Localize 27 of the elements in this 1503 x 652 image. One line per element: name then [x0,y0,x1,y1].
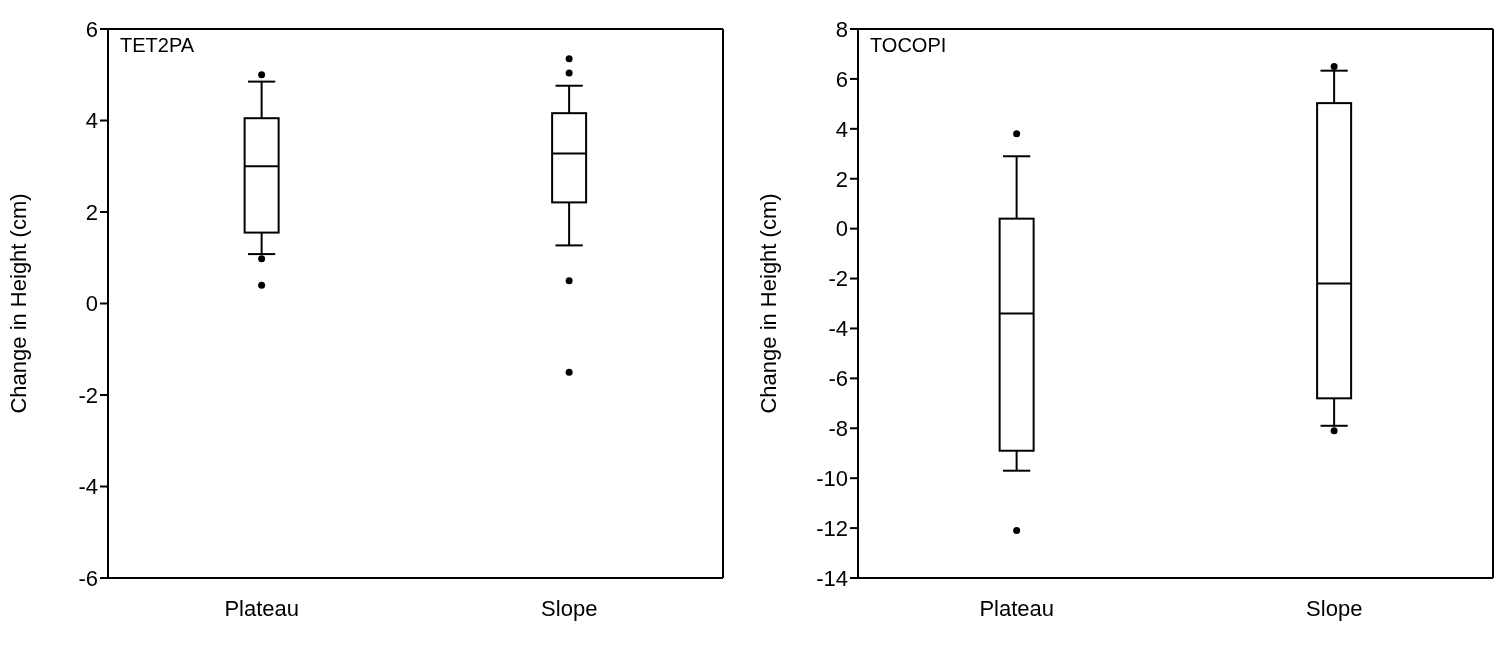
y-tick-label: 6 [835,66,848,92]
y-axis-title: Change in Height (cm) [5,193,31,414]
y-tick-label: 4 [85,108,98,134]
x-tick-label: Plateau [224,595,300,621]
y-tick-label: 2 [85,199,98,225]
y-tick-label: 8 [835,16,848,42]
chart-title: TET2PA [120,34,195,57]
y-tick-label: 0 [85,291,98,317]
y-tick-label: 6 [85,16,98,42]
y-axis-title: Change in Height (cm) [755,193,781,414]
y-tick-label: -8 [828,416,848,442]
y-tick-label: -2 [78,382,98,408]
y-tick-label: -6 [828,366,848,392]
y-tick-label: -6 [78,565,98,591]
y-tick-label: -4 [828,316,848,342]
y-tick-label: -2 [828,266,848,292]
y-tick-label: -14 [816,565,848,591]
y-tick-label: -12 [816,515,848,541]
y-tick-label: -10 [816,465,848,491]
x-tick-label: Slope [541,595,598,621]
x-tick-label: Plateau [979,595,1055,621]
chart-title: TOCOPI [870,34,947,57]
x-tick-label: Slope [1306,595,1363,621]
y-tick-label: 2 [835,166,848,192]
y-tick-label: 0 [835,216,848,242]
y-tick-label: 4 [835,116,848,142]
y-tick-label: -4 [78,474,98,500]
